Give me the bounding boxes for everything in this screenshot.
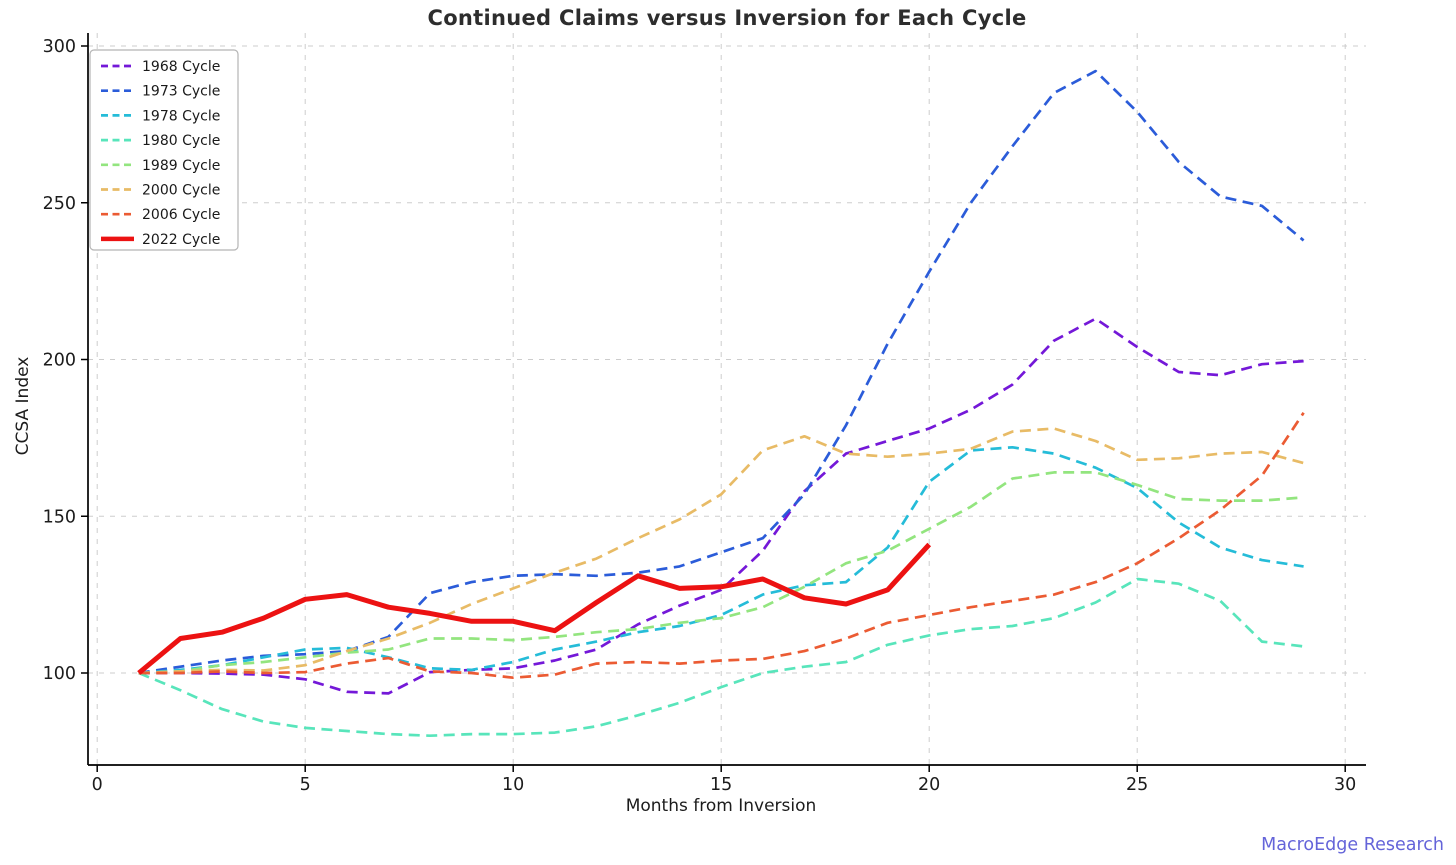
x-tick-label: 15 [710,775,732,795]
x-tick-label: 30 [1334,775,1356,795]
y-axis-label: CCSA Index [13,356,33,456]
legend-label-2006: 2006 Cycle [142,207,220,223]
series-line-2022 [137,542,932,675]
x-axis-label: Months from Inversion [625,796,817,816]
series-line-1980 [138,577,1304,738]
chart-title: Continued Claims versus Inversion for Ea… [427,6,1027,30]
legend-label-1989: 1989 Cycle [142,158,220,174]
y-tick-label: 100 [43,664,76,684]
series-line-1989 [138,471,1304,675]
series-line-1978 [138,445,1304,675]
x-tick-label: 25 [1126,775,1148,795]
x-tick-label: 10 [502,775,524,795]
legend-label-2022: 2022 Cycle [142,232,220,248]
x-tick-label: 5 [300,775,311,795]
legend-label-1968: 1968 Cycle [142,59,220,75]
watermark-text: MacroEdge Research [1261,835,1444,855]
y-tick-label: 150 [43,507,76,527]
legend-label-1978: 1978 Cycle [142,108,220,124]
series-line-2006 [138,412,1305,680]
y-tick-label: 200 [43,351,76,371]
legend-box [89,49,239,251]
series-line-1973 [138,69,1305,675]
x-tick-label: 20 [918,775,940,795]
y-tick-label: 250 [43,194,76,214]
series-line-1968 [138,317,1304,695]
y-tick-label: 300 [43,37,76,57]
series-line-2000 [138,427,1304,675]
x-tick-label: 0 [92,775,103,795]
legend-label-2000: 2000 Cycle [142,183,220,199]
legend-label-1980: 1980 Cycle [142,133,220,149]
legend-label-1973: 1973 Cycle [142,84,220,100]
